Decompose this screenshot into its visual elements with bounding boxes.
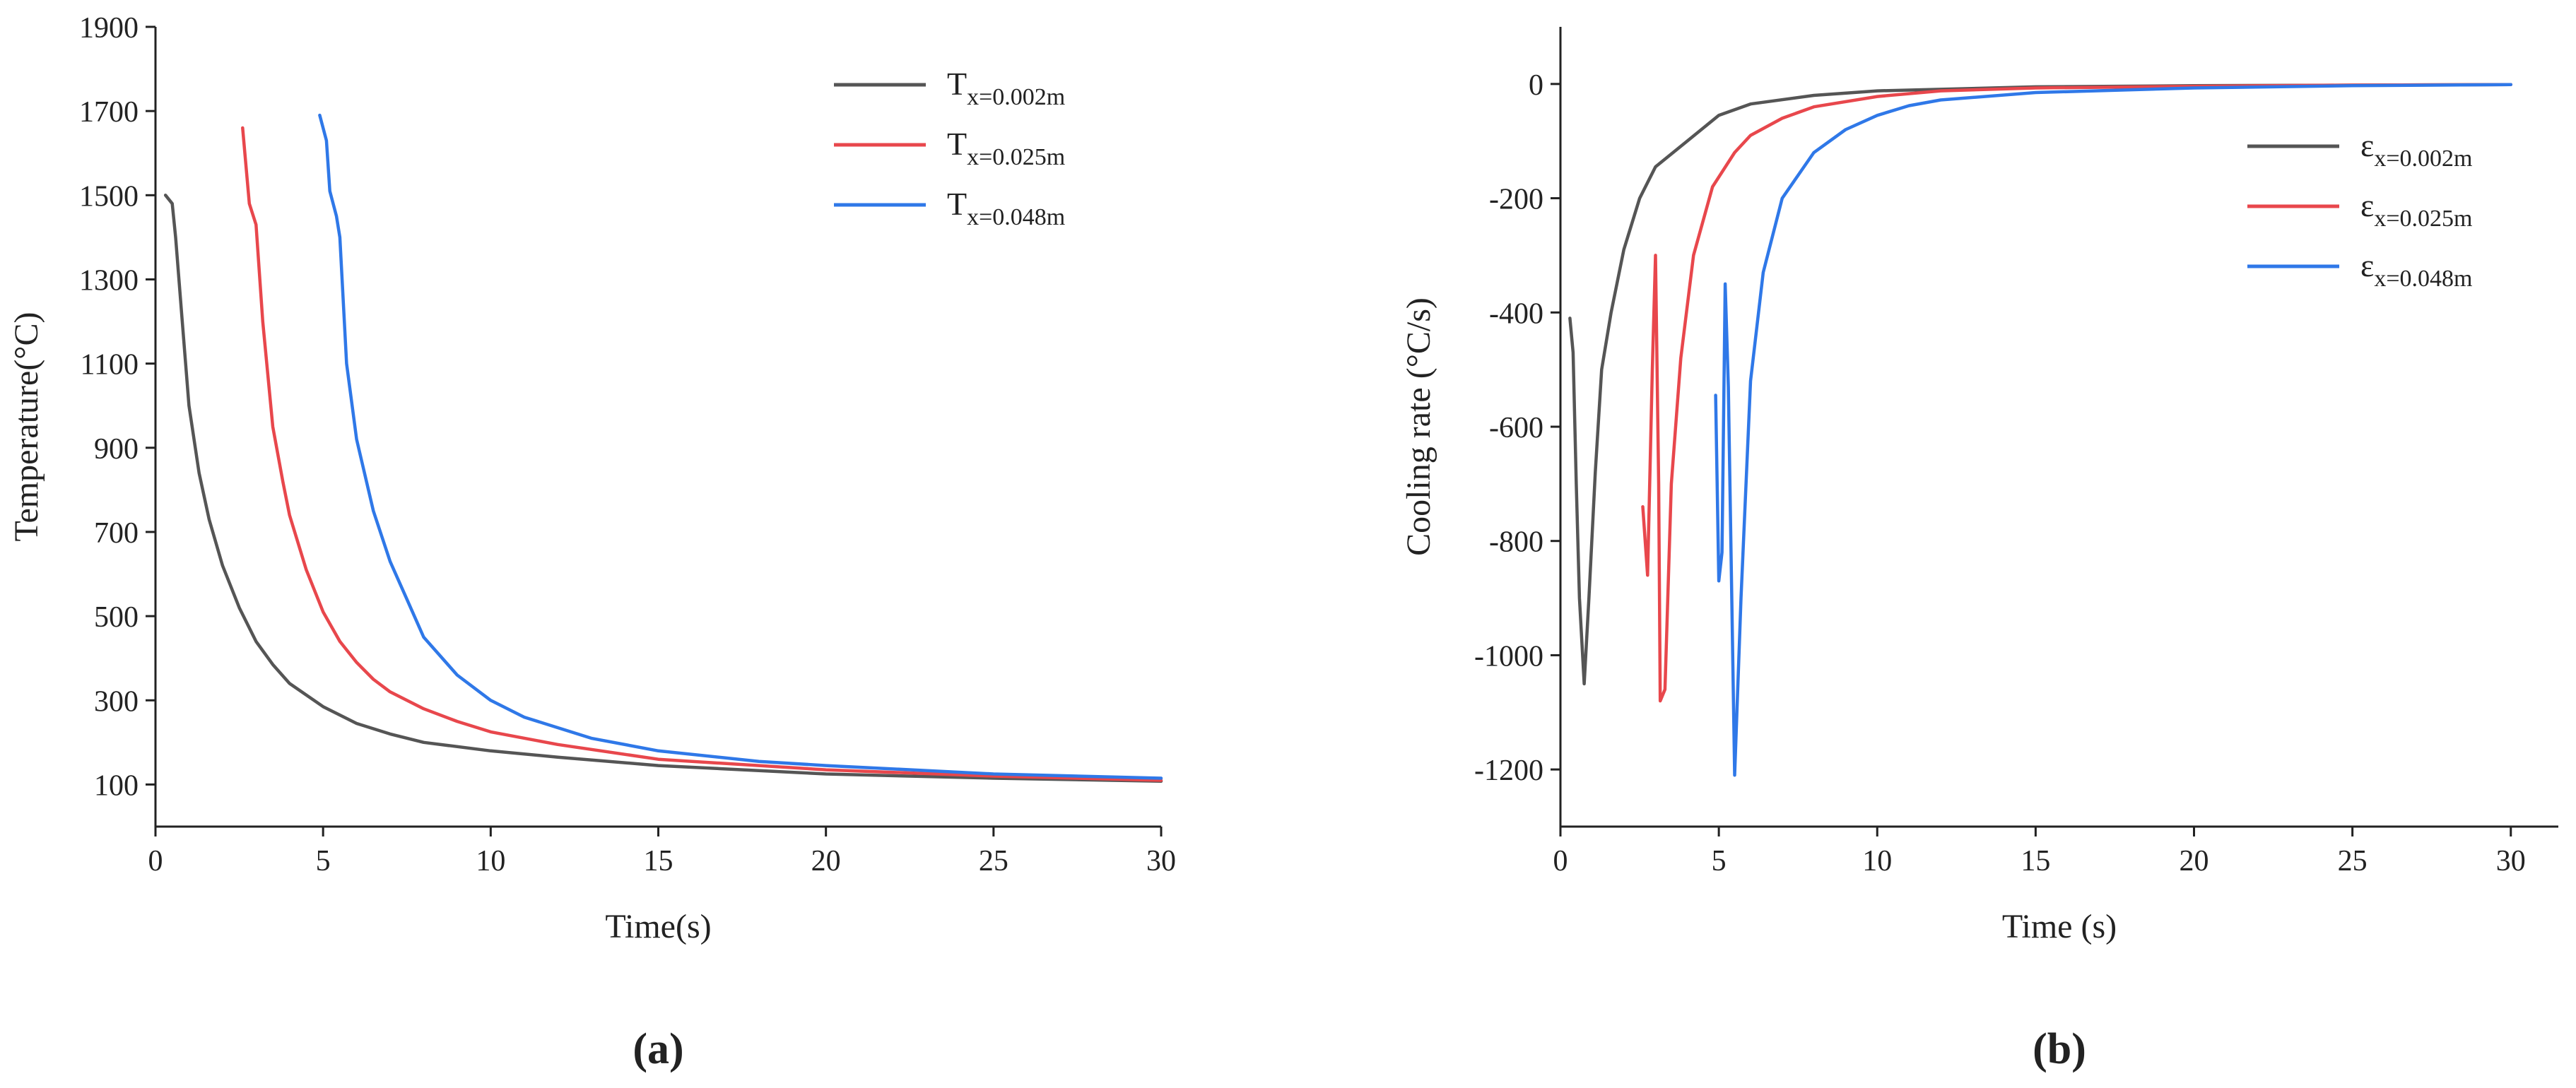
y-tick-label: 1900 <box>79 12 139 45</box>
legend-label-main: T <box>947 186 967 222</box>
x-tick-label: 20 <box>2180 845 2209 877</box>
x-tick-label: 5 <box>316 845 331 877</box>
legend-label-3: εx=0.048m <box>2360 247 2472 292</box>
y-axis-label: Cooling rate (°C/s) <box>1400 297 1437 556</box>
series-line-1 <box>1568 83 2513 686</box>
legend-label-sub: x=0.048m <box>2374 266 2472 292</box>
series-line-3 <box>318 113 1163 780</box>
series-line-1 <box>163 194 1163 783</box>
panel-label: (b) <box>2033 1025 2086 1073</box>
y-tick-label: 700 <box>94 517 139 550</box>
y-axis-label: Temperature(°C) <box>8 312 45 541</box>
x-axis-label: Time(s) <box>605 908 711 945</box>
x-tick-label: 30 <box>2496 845 2526 877</box>
x-tick-label: 25 <box>979 845 1008 877</box>
x-tick-label: 30 <box>1146 845 1176 877</box>
legend-label-3: Tx=0.048m <box>947 186 1065 230</box>
y-tick-label: 100 <box>94 769 139 802</box>
y-tick-label: 1100 <box>81 349 139 382</box>
panel-label: (a) <box>633 1025 683 1073</box>
legend-label-2: Tx=0.025m <box>947 126 1065 170</box>
y-tick-label: -600 <box>1489 412 1543 444</box>
x-tick-label: 15 <box>2021 845 2050 877</box>
legend-label-sub: x=0.025m <box>2374 206 2472 232</box>
x-tick-label: 0 <box>1553 845 1568 877</box>
x-tick-label: 10 <box>1862 845 1892 877</box>
y-tick-label: -1200 <box>1474 755 1543 787</box>
legend-label-main: ε <box>2360 247 2374 283</box>
legend-label-1: Tx=0.002m <box>947 66 1065 110</box>
legend-label-sub: x=0.025m <box>967 144 1065 170</box>
x-tick-label: 15 <box>644 845 674 877</box>
x-tick-label: 10 <box>476 845 505 877</box>
series-line-3 <box>1714 83 2513 777</box>
x-tick-label: 5 <box>1712 845 1727 877</box>
y-tick-label: 900 <box>94 433 139 466</box>
series-line-2 <box>241 126 1163 782</box>
series-line-2 <box>1641 83 2513 703</box>
legend-label-main: ε <box>2360 127 2374 163</box>
legend-label-2: εx=0.025m <box>2360 187 2472 232</box>
y-tick-label: 300 <box>94 685 139 718</box>
y-tick-label: 1300 <box>79 264 139 297</box>
y-tick-label: -800 <box>1489 526 1543 559</box>
legend-label-sub: x=0.002m <box>967 84 1065 110</box>
x-tick-label: 25 <box>2338 845 2368 877</box>
y-tick-label: -1000 <box>1474 640 1543 673</box>
y-tick-label: -400 <box>1489 297 1543 330</box>
y-tick-label: 1500 <box>79 180 139 213</box>
legend-label-main: ε <box>2360 187 2374 223</box>
legend-label-sub: x=0.002m <box>2374 146 2472 172</box>
y-tick-label: -200 <box>1489 184 1543 216</box>
x-tick-label: 0 <box>148 845 163 877</box>
legend-label-sub: x=0.048m <box>967 204 1065 230</box>
legend-label-main: T <box>947 66 967 102</box>
y-tick-label: 1700 <box>79 96 139 129</box>
x-axis-label: Time (s) <box>2002 908 2117 945</box>
chart-panel-a: 0 5 10 15 20 25 30 100 300 500 700 900 1100 1300 1500 1… <box>8 12 1176 1073</box>
legend-label-1: εx=0.002m <box>2360 127 2472 172</box>
y-tick-label: 0 <box>1529 69 1543 102</box>
chart-panel-b: 0 5 10 15 20 25 30 0 -200 -400 -600 -800 -1000 -1200 T… <box>1400 27 2558 1073</box>
x-tick-label: 20 <box>811 845 841 877</box>
y-tick-label: 500 <box>94 601 139 634</box>
legend-label-main: T <box>947 126 967 162</box>
